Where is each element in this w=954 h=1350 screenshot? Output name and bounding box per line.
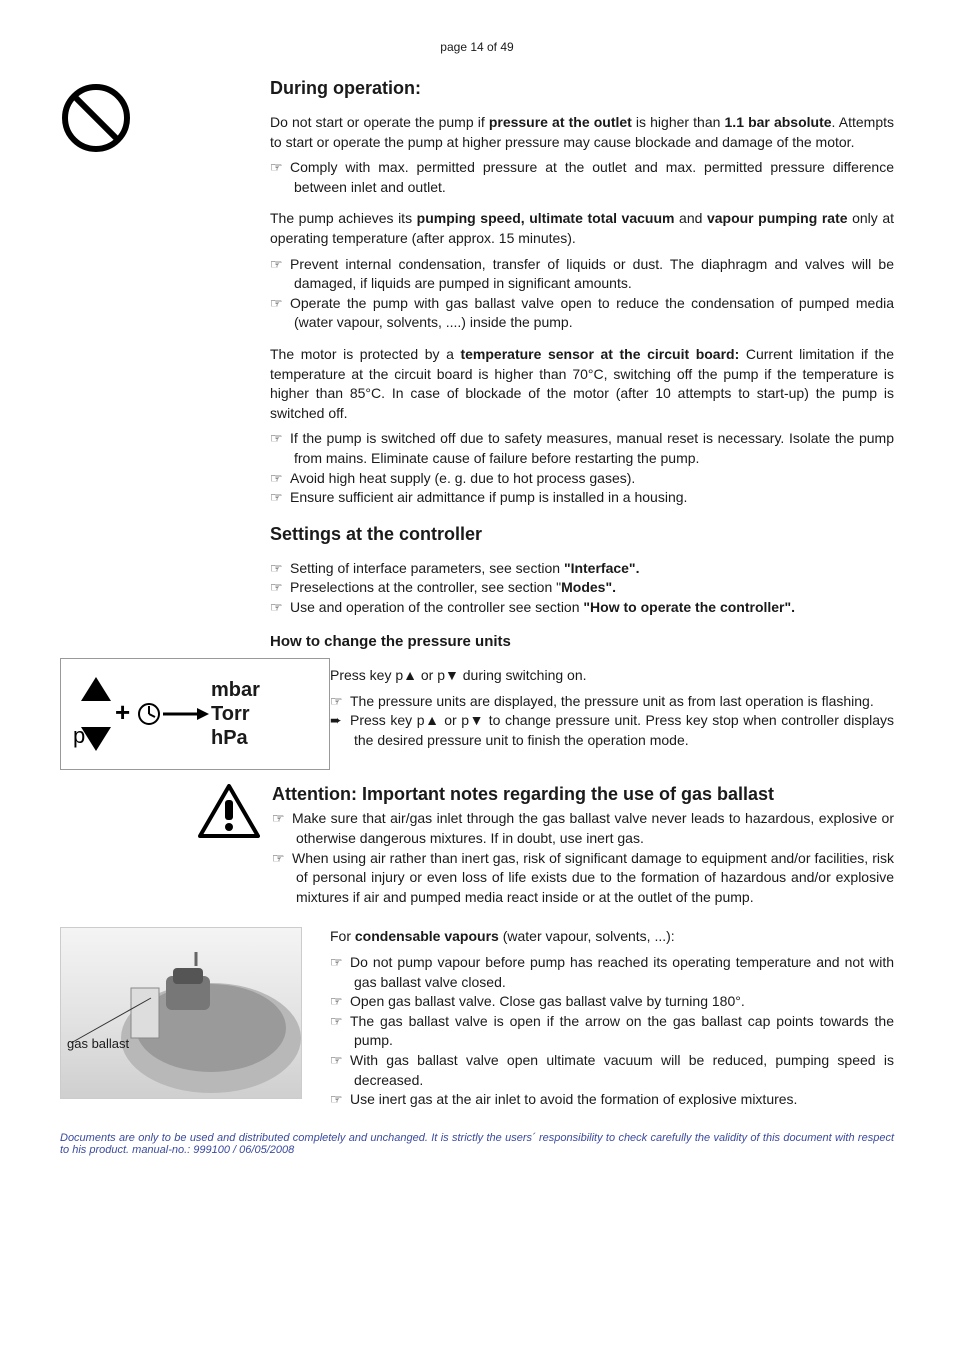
p-label: p <box>73 723 85 748</box>
bullet-ultimate-vacuum-reduced: ☞With gas ballast valve open ultimate va… <box>330 1051 894 1090</box>
unit-instr-change: ➨Press key p▲ or p▼ to change pressure u… <box>330 711 894 750</box>
bullet-arrow-towards-pump: ☞The gas ballast valve is open if the ar… <box>330 1012 894 1051</box>
pressure-unit-diagram: p + mbar Torr hPa <box>60 658 330 770</box>
bullet-comply-pressure: ☞Comply with max. permitted pressure at … <box>270 158 894 197</box>
bullet-manual-reset: ☞If the pump is switched off due to safe… <box>270 429 894 468</box>
unit-mbar: mbar <box>211 678 260 702</box>
bullet-air-admittance: ☞Ensure sufficient air admittance if pum… <box>270 488 894 508</box>
bullet-no-vapour-cold: ☞Do not pump vapour before pump has reac… <box>330 953 894 992</box>
subhead-change-units: How to change the pressure units <box>270 633 894 650</box>
page-number: page 14 of 49 <box>60 40 894 54</box>
prohibit-icon <box>60 82 132 159</box>
gas-ballast-label: gas ballast <box>67 1036 129 1051</box>
condensable-heading: For condensable vapours (water vapour, s… <box>330 927 894 947</box>
bullet-modes: ☞Preselections at the controller, see se… <box>270 578 894 598</box>
bullet-open-close-180: ☞Open gas ballast valve. Close gas balla… <box>330 992 894 1012</box>
warning-icon <box>198 784 272 845</box>
heading-settings-controller: Settings at the controller <box>270 524 894 545</box>
svg-text:+: + <box>115 697 130 727</box>
unit-torr: Torr <box>211 702 260 726</box>
bullet-operate-gas-ballast: ☞Operate the pump with gas ballast valve… <box>270 294 894 333</box>
bullet-inert-inlet: ☞Use inert gas at the air inlet to avoid… <box>330 1090 894 1110</box>
para-pumping-speed: The pump achieves its pumping speed, ult… <box>270 209 894 248</box>
bullet-prevent-condensation: ☞Prevent internal condensation, transfer… <box>270 255 894 294</box>
unit-instr-displayed: ☞The pressure units are displayed, the p… <box>330 692 894 712</box>
footer-text: Documents are only to be used and distri… <box>60 1132 894 1156</box>
bullet-inert-gas: ☞Make sure that air/gas inlet through th… <box>272 809 894 848</box>
para-pressure-outlet: Do not start or operate the pump if pres… <box>270 113 894 152</box>
bullet-operate-controller: ☞Use and operation of the controller see… <box>270 598 894 618</box>
unit-hpa: hPa <box>211 726 260 750</box>
bullet-interface: ☞Setting of interface parameters, see se… <box>270 559 894 579</box>
bullet-air-risk: ☞When using air rather than inert gas, r… <box>272 849 894 908</box>
bullet-avoid-heat: ☞Avoid high heat supply (e. g. due to ho… <box>270 469 894 489</box>
gas-ballast-image: gas ballast <box>60 927 302 1099</box>
heading-gas-ballast: Attention: Important notes regarding the… <box>272 784 894 805</box>
para-temp-sensor: The motor is protected by a temperature … <box>270 345 894 423</box>
heading-during-operation: During operation: <box>270 78 894 99</box>
unit-instr-press: Press key p▲ or p▼ during switching on. <box>330 666 894 686</box>
